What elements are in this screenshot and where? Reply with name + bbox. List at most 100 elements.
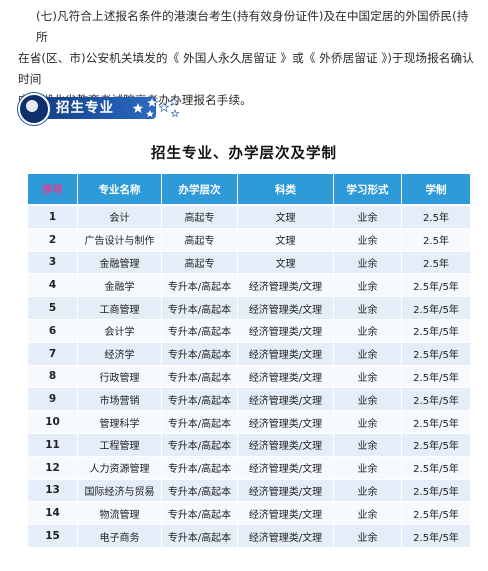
- major-name: 行政管理: [78, 365, 162, 389]
- major-name: 工程管理: [78, 433, 162, 457]
- table-title: 招生专业、办学层次及学制: [151, 146, 337, 162]
- education-level: 高起专: [162, 251, 238, 275]
- row-number: 1: [28, 206, 78, 229]
- education-level: 专升本/高起本: [162, 274, 238, 298]
- table-row: 11 工程管理 专升本/高起本 经济管理类/文理 业余 2.5年/5年: [28, 433, 470, 457]
- table-row: 5 工商管理 专升本/高起本 经济管理类/文理 业余 2.5年/5年: [28, 297, 470, 320]
- duration: 2.5年/5年: [402, 479, 470, 503]
- table-row: 1 会计 高起专 文理 业余 2.5年: [28, 206, 470, 229]
- major-name: 金融学: [78, 274, 162, 298]
- duration: 2.5年/5年: [402, 502, 470, 526]
- education-level: 专升本/高起本: [162, 433, 238, 457]
- education-level: 专升本/高起本: [162, 479, 238, 503]
- major-name: 国际经济与贸易: [78, 479, 162, 503]
- duration: 2.5年/5年: [402, 525, 470, 548]
- study-mode: 业余: [334, 228, 402, 252]
- duration: 2.5年: [402, 251, 470, 275]
- subject-category: 经济管理类/文理: [238, 342, 334, 366]
- table-row: 2 广告设计与制作 高起专 文理 业余 2.5年: [28, 228, 470, 252]
- subject-category: 文理: [238, 228, 334, 252]
- row-number: 8: [28, 365, 78, 389]
- row-number: 3: [28, 251, 78, 275]
- table-row: 15 电子商务 专升本/高起本 经济管理类/文理 业余 2.5年/5年: [28, 525, 470, 548]
- study-mode: 业余: [334, 274, 402, 298]
- major-name: 会计学: [78, 319, 162, 343]
- duration: 2.5年: [402, 228, 470, 252]
- study-mode: 业余: [334, 525, 402, 548]
- table-row: 6 会计学 专升本/高起本 经济管理类/文理 业余 2.5年/5年: [28, 319, 470, 343]
- study-mode: 业余: [334, 502, 402, 526]
- section-title: 招生专业: [56, 100, 114, 116]
- table-row: 4 金融学 专升本/高起本 经济管理类/文理 业余 2.5年/5年: [28, 274, 470, 298]
- subject-category: 经济管理类/文理: [238, 433, 334, 457]
- duration: 2.5年/5年: [402, 297, 470, 320]
- section-header-badge: 招生专业: [18, 93, 183, 125]
- duration: 2.5年/5年: [402, 342, 470, 366]
- table-row: 13 国际经济与贸易 专升本/高起本 经济管理类/文理 业余 2.5年/5年: [28, 479, 470, 503]
- subject-category: 经济管理类/文理: [238, 479, 334, 503]
- header-duration: 学制: [402, 174, 470, 206]
- education-level: 高起专: [162, 228, 238, 252]
- duration: 2.5年/5年: [402, 319, 470, 343]
- education-level: 专升本/高起本: [162, 297, 238, 320]
- row-number: 9: [28, 388, 78, 412]
- subject-category: 经济管理类/文理: [238, 456, 334, 480]
- education-level: 专升本/高起本: [162, 411, 238, 434]
- major-name: 广告设计与制作: [78, 228, 162, 252]
- badge-bar: [24, 97, 156, 119]
- study-mode: 业余: [334, 251, 402, 275]
- row-number: 7: [28, 342, 78, 366]
- study-mode: 业余: [334, 456, 402, 480]
- row-number: 2: [28, 228, 78, 252]
- intro-line-2: 在省(区、市)公安机关填发的《 外国人永久居留证 》或《 外侨居留证 》)于现场…: [18, 51, 474, 86]
- table-row: 9 市场营销 专升本/高起本 经济管理类/文理 业余 2.5年/5年: [28, 388, 470, 412]
- table-row: 14 物流管理 专升本/高起本 经济管理类/文理 业余 2.5年/5年: [28, 502, 470, 526]
- table-body: 1 会计 高起专 文理 业余 2.5年 2 广告设计与制作 高起专 文理 业余 2.5年 3 金融管理 高起…: [28, 206, 470, 548]
- row-number: 14: [28, 502, 78, 526]
- study-mode: 业余: [334, 479, 402, 503]
- table-row: 12 人力资源管理 专升本/高起本 经济管理类/文理 业余 2.5年/5年: [28, 456, 470, 480]
- major-name: 工商管理: [78, 297, 162, 320]
- education-level: 专升本/高起本: [162, 456, 238, 480]
- education-level: 专升本/高起本: [162, 502, 238, 526]
- major-name: 电子商务: [78, 525, 162, 548]
- subject-category: 经济管理类/文理: [238, 388, 334, 412]
- subject-category: 经济管理类/文理: [238, 502, 334, 526]
- subject-category: 文理: [238, 206, 334, 229]
- subject-category: 经济管理类/文理: [238, 365, 334, 389]
- table-row: 10 管理科学 专升本/高起本 经济管理类/文理 业余 2.5年/5年: [28, 411, 470, 434]
- subject-category: 经济管理类/文理: [238, 297, 334, 320]
- intro-line-1: (七)凡符合上述报名条件的港澳台考生(持有效身份证件)及在中国定居的外国侨民(持…: [36, 9, 469, 44]
- education-level: 专升本/高起本: [162, 388, 238, 412]
- study-mode: 业余: [334, 411, 402, 434]
- duration: 2.5年: [402, 206, 470, 229]
- study-mode: 业余: [334, 206, 402, 229]
- row-number: 13: [28, 479, 78, 503]
- education-level: 高起专: [162, 206, 238, 229]
- table-row: 3 金融管理 高起专 文理 业余 2.5年: [28, 251, 470, 275]
- badge-circle-icon: [18, 93, 50, 125]
- major-name: 金融管理: [78, 251, 162, 275]
- row-number: 4: [28, 274, 78, 298]
- subject-category: 经济管理类/文理: [238, 274, 334, 298]
- study-mode: 业余: [334, 342, 402, 366]
- row-number: 15: [28, 525, 78, 548]
- duration: 2.5年/5年: [402, 388, 470, 412]
- row-number: 11: [28, 433, 78, 457]
- duration: 2.5年/5年: [402, 365, 470, 389]
- star-cluster-icon: [130, 96, 180, 119]
- table-row: 7 经济学 专升本/高起本 经济管理类/文理 业余 2.5年/5年: [28, 342, 470, 366]
- education-level: 专升本/高起本: [162, 365, 238, 389]
- table-row: 8 行政管理 专升本/高起本 经济管理类/文理 业余 2.5年/5年: [28, 365, 470, 389]
- education-level: 专升本/高起本: [162, 342, 238, 366]
- header-level: 办学层次: [162, 174, 238, 206]
- row-number: 6: [28, 319, 78, 343]
- study-mode: 业余: [334, 365, 402, 389]
- major-name: 管理科学: [78, 411, 162, 434]
- major-name: 市场营销: [78, 388, 162, 412]
- subject-category: 文理: [238, 251, 334, 275]
- subject-category: 经济管理类/文理: [238, 411, 334, 434]
- education-level: 专升本/高起本: [162, 525, 238, 548]
- education-level: 专升本/高起本: [162, 319, 238, 343]
- row-number: 10: [28, 411, 78, 434]
